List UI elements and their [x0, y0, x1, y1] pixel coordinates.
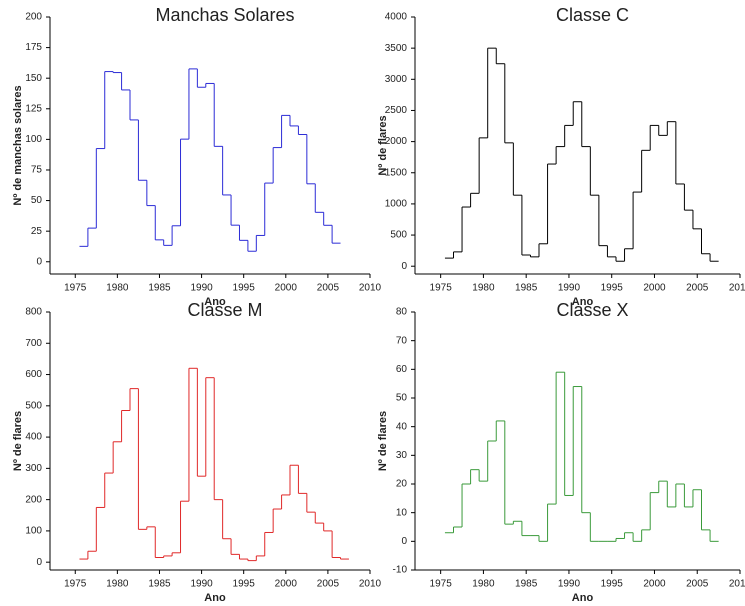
- y-tick-label: 600: [25, 369, 42, 380]
- y-tick-label: 3000: [385, 74, 408, 85]
- x-tick-label: 2005: [686, 283, 709, 294]
- x-axis-label: Ano: [204, 296, 226, 308]
- x-tick-label: 1990: [558, 283, 581, 294]
- y-tick-label: 3500: [385, 43, 408, 54]
- y-tick-label: 70: [396, 335, 408, 346]
- x-tick-label: 2000: [275, 283, 298, 294]
- y-tick-label: 500: [25, 400, 42, 411]
- y-tick-label: 125: [25, 103, 42, 114]
- y-tick-label: 60: [396, 364, 408, 375]
- x-tick-label: 1975: [430, 283, 453, 294]
- x-tick-label: 1990: [558, 579, 581, 590]
- x-tick-label: 2000: [275, 579, 298, 590]
- y-axis-label: Nº de flares: [377, 411, 389, 471]
- x-tick-label: 2000: [643, 579, 666, 590]
- y-tick-label: 1000: [385, 199, 408, 210]
- x-tick-label: 2010: [359, 579, 382, 590]
- x-tick-label: 2005: [317, 283, 340, 294]
- x-tick-label: 1975: [430, 579, 453, 590]
- y-tick-label: 500: [390, 230, 407, 241]
- chart-title: Classe C: [556, 5, 629, 25]
- y-tick-label: 40: [396, 421, 408, 432]
- chart-title: Classe X: [556, 300, 628, 320]
- y-tick-label: 0: [36, 557, 42, 568]
- y-tick-label: 4000: [385, 12, 408, 23]
- x-tick-label: 1990: [190, 283, 213, 294]
- y-tick-label: 2000: [385, 136, 408, 147]
- y-tick-label: 100: [25, 134, 42, 145]
- x-axis-label: Ano: [572, 296, 594, 308]
- chart-title: Manchas Solares: [155, 5, 294, 25]
- x-tick-label: 1995: [233, 579, 256, 590]
- x-tick-label: 2010: [729, 579, 745, 590]
- y-tick-label: 80: [396, 307, 408, 318]
- y-tick-label: 200: [25, 12, 42, 23]
- y-tick-label: 75: [31, 165, 43, 176]
- chart-title: Classe M: [187, 300, 262, 320]
- x-tick-label: 1975: [64, 579, 87, 590]
- y-tick-label: 200: [25, 494, 42, 505]
- x-tick-label: 1990: [190, 579, 213, 590]
- x-tick-label: 1995: [233, 283, 256, 294]
- x-tick-label: 2010: [359, 283, 382, 294]
- y-tick-label: 300: [25, 463, 42, 474]
- y-tick-label: 1500: [385, 167, 408, 178]
- y-tick-label: 2500: [385, 105, 408, 116]
- x-axis-label: Ano: [204, 592, 226, 604]
- x-tick-label: 1980: [106, 283, 129, 294]
- x-tick-label: 1980: [472, 283, 495, 294]
- x-tick-label: 1985: [148, 579, 171, 590]
- x-axis-label: Ano: [572, 592, 594, 604]
- y-tick-label: 100: [25, 526, 42, 537]
- y-tick-label: -10: [393, 565, 408, 576]
- x-tick-label: 1985: [515, 283, 538, 294]
- y-tick-label: 50: [31, 195, 43, 206]
- y-tick-label: 150: [25, 73, 42, 84]
- x-tick-label: 1985: [148, 283, 171, 294]
- x-tick-label: 2010: [729, 283, 745, 294]
- x-tick-label: 2000: [643, 283, 666, 294]
- x-tick-label: 1995: [601, 579, 624, 590]
- y-tick-label: 25: [31, 226, 43, 237]
- x-tick-label: 2005: [317, 579, 340, 590]
- y-tick-label: 50: [396, 393, 408, 404]
- y-tick-label: 20: [396, 479, 408, 490]
- y-tick-label: 700: [25, 338, 42, 349]
- y-axis-label: Nº de flares: [12, 411, 24, 471]
- y-tick-label: 0: [401, 536, 407, 547]
- y-tick-label: 30: [396, 450, 408, 461]
- y-tick-label: 0: [401, 261, 407, 272]
- x-tick-label: 1980: [472, 579, 495, 590]
- x-tick-label: 2005: [686, 579, 709, 590]
- y-axis-label: Nº de flares: [377, 115, 389, 175]
- x-tick-label: 1985: [515, 579, 538, 590]
- x-tick-label: 1975: [64, 283, 87, 294]
- y-tick-label: 400: [25, 432, 42, 443]
- y-tick-label: 0: [36, 256, 42, 267]
- x-tick-label: 1995: [601, 283, 624, 294]
- y-tick-label: 800: [25, 307, 42, 318]
- x-tick-label: 1980: [106, 579, 129, 590]
- y-tick-label: 10: [396, 507, 408, 518]
- y-tick-label: 175: [25, 42, 42, 53]
- y-axis-label: Nº de manchas solares: [12, 85, 24, 205]
